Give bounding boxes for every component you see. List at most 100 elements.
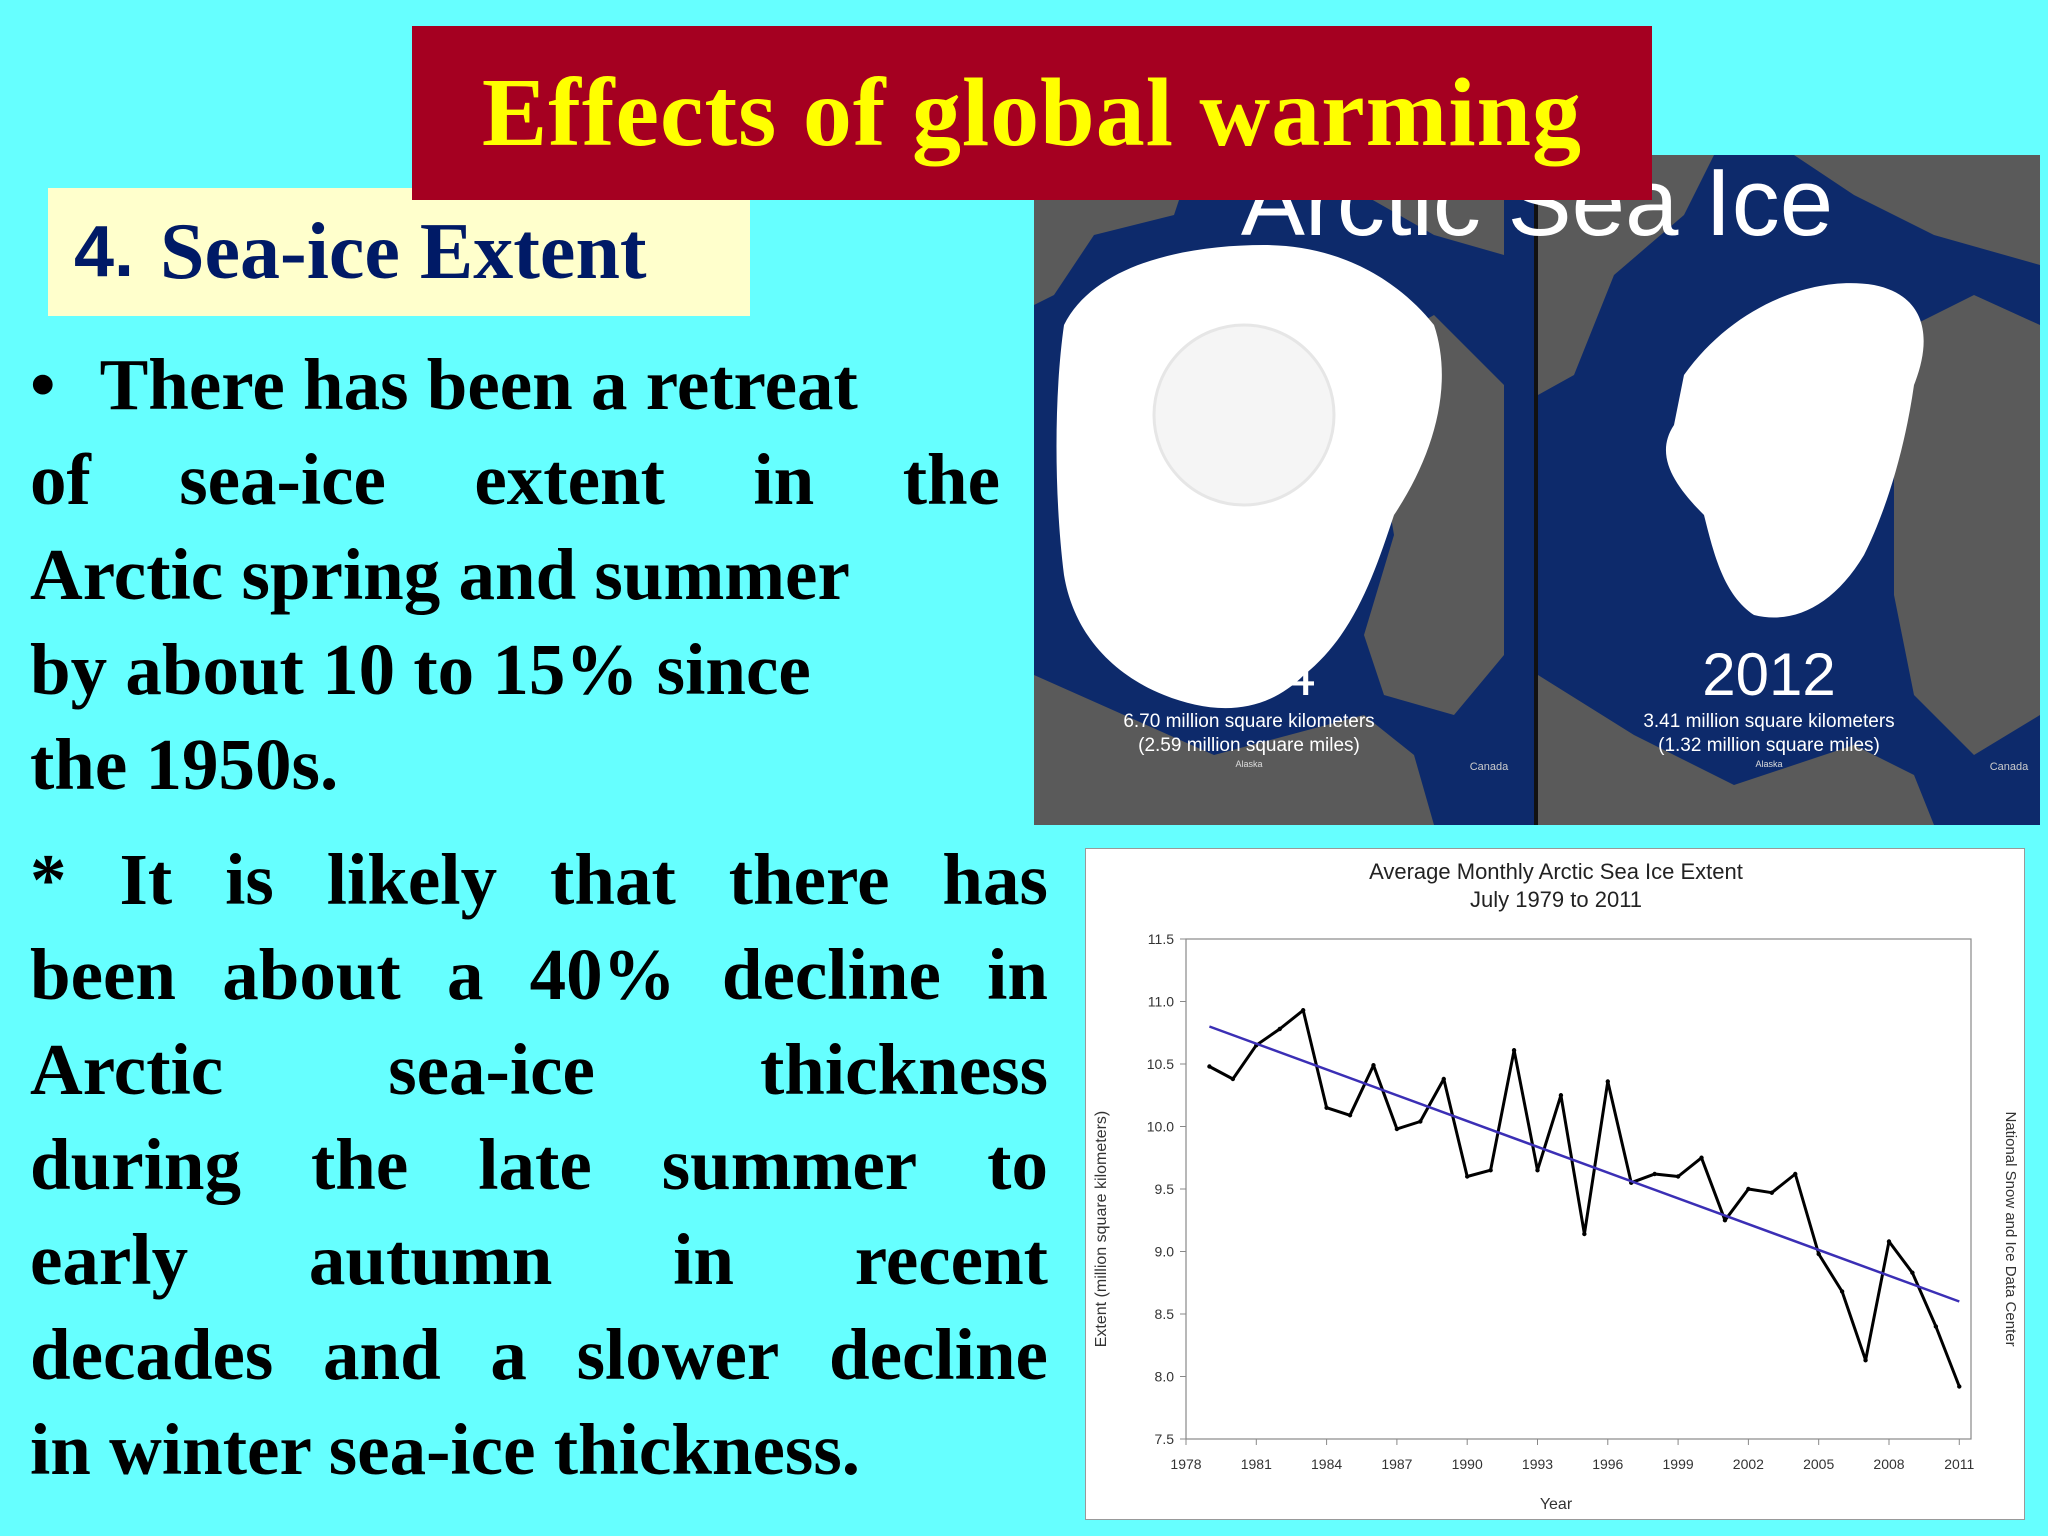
y-tick-label: 10.5 — [1147, 1056, 1174, 1072]
text-line: * It is likely that there has — [30, 832, 1048, 927]
right-small-label: Alaska — [1755, 759, 1782, 769]
data-point — [1839, 1289, 1845, 1294]
data-point — [1722, 1218, 1728, 1223]
chart-x-label: Year — [1540, 1496, 1573, 1513]
data-point — [1746, 1186, 1751, 1192]
text-word: the — [902, 439, 1000, 520]
text-word: by about 10 to 15% since — [30, 629, 811, 710]
chart-svg: Average Monthly Arctic Sea Ice Extent Ju… — [1093, 859, 2019, 1513]
text-word: the 1950s. — [30, 724, 339, 805]
text-word: Arctic — [30, 1029, 224, 1110]
data-point — [1230, 1076, 1236, 1082]
data-point — [1652, 1171, 1657, 1177]
text-line: Arctic spring and summer — [30, 527, 1000, 622]
text-word: the — [310, 1124, 409, 1205]
text-word: early — [30, 1219, 189, 1300]
data-point — [1910, 1270, 1915, 1275]
text-line: the 1950s. — [30, 717, 1000, 812]
text-word: decline — [721, 934, 941, 1015]
text-line: of sea-ice extent in the — [30, 432, 1000, 527]
data-point — [1418, 1119, 1423, 1124]
data-point — [1347, 1113, 1353, 1118]
chart-source-label: National Snow and Ice Data Center — [2002, 1111, 2019, 1346]
text-word: in — [987, 934, 1048, 1015]
section-heading: 4. Sea-ice Extent — [48, 188, 750, 316]
text-word: to — [987, 1124, 1048, 1205]
text-word: a — [446, 934, 484, 1015]
text-line: by about 10 to 15% since — [30, 622, 1000, 717]
text-word: likely — [326, 839, 498, 920]
data-point — [1675, 1174, 1681, 1179]
right-year-label: 2012 — [1702, 641, 1835, 708]
left-area-mi: (2.59 million square miles) — [1138, 735, 1360, 756]
text-line: been about a 40% decline in — [30, 927, 1048, 1022]
text-word: been — [30, 934, 176, 1015]
x-tick-label: 1981 — [1241, 1456, 1272, 1472]
text-word: autumn — [308, 1219, 553, 1300]
panel-divider — [1534, 155, 1538, 825]
text-word: thickness — [759, 1029, 1048, 1110]
ice-right-2012 — [1665, 283, 1924, 618]
data-point — [1535, 1168, 1540, 1173]
land-right — [1538, 155, 2040, 825]
data-point — [1371, 1063, 1376, 1068]
text-word: is — [225, 839, 274, 920]
text-word: in — [753, 439, 815, 520]
x-tick-label: 2005 — [1803, 1456, 1834, 1472]
x-tick-label: 1984 — [1311, 1456, 1342, 1472]
text-line: decades and a slower decline — [30, 1307, 1048, 1402]
left-year-label: 1984 — [1182, 641, 1315, 708]
text-word: slower — [576, 1314, 780, 1395]
data-point — [1394, 1126, 1400, 1132]
text-word: decades — [30, 1314, 274, 1395]
x-tick-label: 1990 — [1452, 1456, 1483, 1472]
chart-series — [1207, 1008, 1962, 1389]
right-area-km: 3.41 million square kilometers — [1643, 711, 1894, 732]
text-line: • There has been a retreat — [30, 337, 1000, 432]
section-number: 4. — [74, 212, 135, 292]
x-tick-label: 1987 — [1381, 1456, 1412, 1472]
x-tick-label: 2002 — [1733, 1456, 1764, 1472]
chart-y-label: Extent (million square kilometers) — [1093, 1111, 1110, 1348]
text-word: Arctic spring and summer — [30, 534, 850, 615]
text-word: has — [942, 839, 1048, 920]
text-word: It — [119, 839, 173, 920]
y-tick-label: 8.0 — [1155, 1369, 1175, 1385]
section-title: Sea-ice Extent — [160, 207, 647, 296]
y-tick-label: 9.0 — [1155, 1244, 1175, 1260]
x-tick-label: 2011 — [1944, 1456, 1974, 1472]
paragraph-thickness: * It is likely that there has been about a 40% decl… — [30, 832, 1048, 1497]
data-point — [1558, 1093, 1564, 1098]
data-point — [1511, 1048, 1517, 1053]
data-point — [1933, 1324, 1939, 1329]
sea-ice-extent-chart: Average Monthly Arctic Sea Ice Extent Ju… — [1085, 848, 2025, 1520]
data-point — [1769, 1190, 1775, 1195]
data-point — [1699, 1155, 1704, 1160]
data-point — [1441, 1076, 1446, 1082]
data-point — [1886, 1239, 1892, 1244]
data-point — [1605, 1079, 1610, 1084]
chart-title: Average Monthly Arctic Sea Ice Extent — [1369, 859, 1743, 884]
x-tick-label: 2008 — [1873, 1456, 1904, 1472]
slide-title: Effects of global warming — [481, 59, 1583, 167]
left-small-label: Alaska — [1235, 759, 1262, 769]
text-word: and — [323, 1314, 441, 1395]
data-point — [1793, 1171, 1798, 1177]
text-line: in winter sea-ice thickness. — [30, 1402, 1048, 1497]
data-point — [1324, 1105, 1329, 1110]
y-tick-label: 10.0 — [1147, 1119, 1174, 1135]
text-word: recent — [854, 1219, 1048, 1300]
data-point — [1488, 1168, 1493, 1173]
text-word: sea-ice — [388, 1029, 595, 1110]
data-point — [1816, 1251, 1821, 1257]
text-word: summer — [661, 1124, 918, 1205]
data-point — [1863, 1358, 1868, 1363]
x-tick-label: 1996 — [1592, 1456, 1623, 1472]
data-point — [1207, 1064, 1212, 1069]
text-word: decline — [828, 1314, 1048, 1395]
y-tick-label: 8.5 — [1155, 1306, 1175, 1322]
data-point — [1300, 1008, 1306, 1013]
chart-axes: 7.5 8.0 8.5 9.0 9.5 10.0 10.5 11.0 11.5 1978 1981 1… — [1147, 931, 1975, 1472]
data-point — [1582, 1231, 1587, 1237]
text-line: early autumn in recent — [30, 1212, 1048, 1307]
